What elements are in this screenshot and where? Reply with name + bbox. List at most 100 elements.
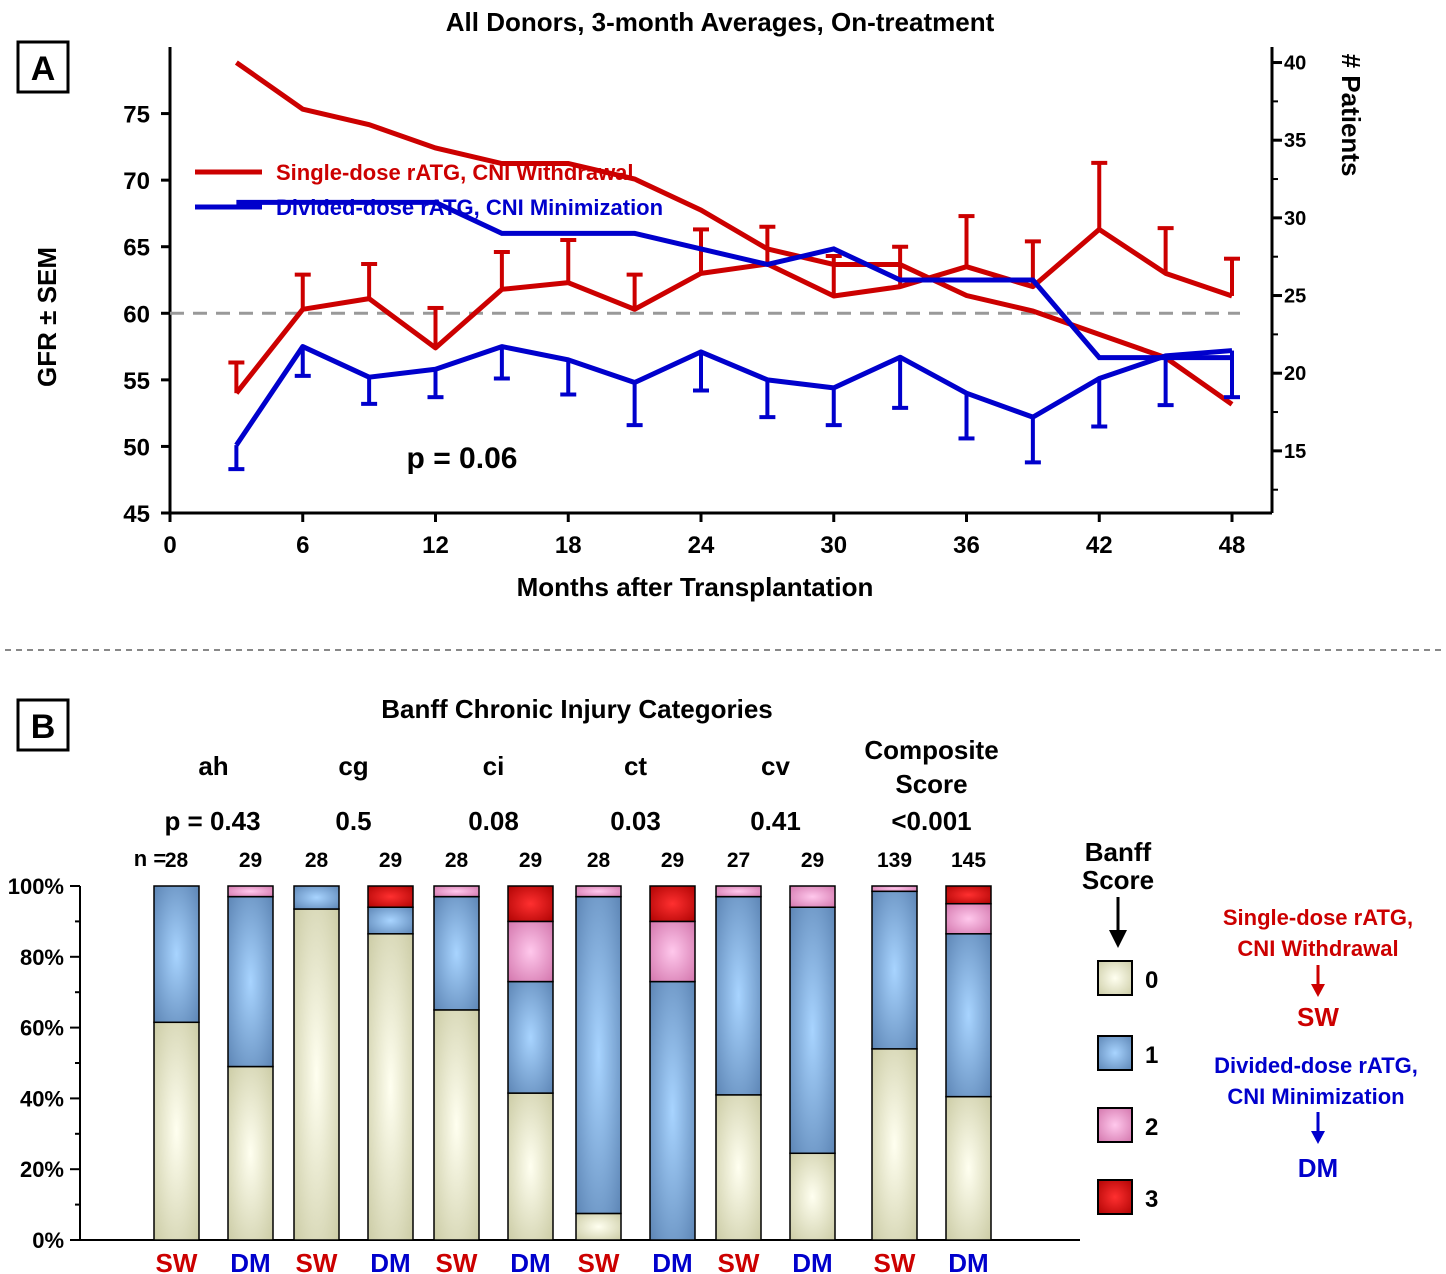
n-value: 28: [587, 849, 611, 872]
y-tick-label: 40%: [20, 1086, 64, 1111]
category-label: ct: [624, 751, 647, 781]
legend-swatch-score-1: [1097, 1035, 1133, 1071]
x-tick-label: 48: [1219, 532, 1246, 559]
n-value: 29: [239, 849, 262, 872]
y-tick-label: 75: [123, 102, 150, 129]
panel-b-plot: 0% 20% 40% 60% 80% 100% ah p = 0.43 28 SW 29 DM cg 0.…: [8, 735, 1080, 1274]
x-tick-label: 24: [688, 532, 715, 559]
bar-segment-score-2: [227, 885, 274, 898]
category-label: Composite: [864, 735, 998, 765]
key-dm-abbr: DM: [1298, 1153, 1338, 1183]
n-value: 29: [801, 849, 824, 872]
bar-segment-score-1: [153, 885, 200, 1024]
p-value-label: 0.08: [468, 806, 519, 836]
panel-a-y-axis-label: GFR ± SEM: [32, 247, 62, 387]
category-label: cg: [338, 751, 368, 781]
bar-segment-score-1: [789, 906, 836, 1155]
bar-segment-score-2: [433, 885, 480, 898]
legend-swatch-score-0: [1097, 960, 1133, 996]
bar-segment-score-0: [945, 1095, 992, 1241]
bar-segment-score-3: [945, 885, 992, 905]
legend-label-score-3: 3: [1145, 1186, 1158, 1213]
bar-segment-score-2: [507, 920, 554, 983]
bar-segment-score-2: [789, 885, 836, 908]
panel-a-x-axis-label: Months after Transplantation: [517, 572, 874, 602]
y-tick-label: 80%: [20, 945, 64, 970]
bar-segment-score-3: [507, 885, 554, 923]
bar-segment-score-1: [871, 890, 918, 1050]
panel-a-label: A: [31, 50, 56, 88]
bar-segment-score-2: [945, 902, 992, 935]
arrow-down-icon: [1109, 897, 1127, 948]
bar-segment-score-2: [575, 885, 622, 898]
bar-segment-score-1: [715, 895, 762, 1096]
legend-label-dm: Divided-dose rATG, CNI Minimization: [276, 195, 663, 220]
n-value: 28: [165, 849, 189, 872]
p-value-label: p = 0.43: [164, 806, 260, 836]
key-sw-text-2: CNI Withdrawal: [1237, 936, 1398, 961]
bar-segment-score-1: [367, 906, 414, 935]
x-tick-label: 36: [953, 532, 980, 559]
panel-b-title: Banff Chronic Injury Categories: [381, 694, 773, 724]
y-tick-label: 45: [123, 501, 150, 528]
x-tick-label: 18: [555, 532, 582, 559]
n-value: 139: [877, 849, 912, 872]
bar-label-dm: DM: [792, 1248, 832, 1274]
banff-score-legend: 0 1 2 3: [1097, 960, 1158, 1215]
p-value-label: 0.41: [750, 806, 801, 836]
panel-b-label: B: [31, 708, 56, 746]
p-value-label: <0.001: [891, 806, 971, 836]
bar-label-dm: DM: [652, 1248, 692, 1274]
panel-b-label-box: [16, 698, 70, 752]
x-tick-label: 12: [422, 532, 449, 559]
bar-segment-score-1: [227, 895, 274, 1068]
category-label-line2: Score: [895, 769, 967, 799]
p-value-label: 0.03: [610, 806, 661, 836]
y2-tick-label: 25: [1284, 286, 1306, 308]
key-dm-text-1: Divided-dose rATG,: [1214, 1053, 1418, 1078]
bar-segment-score-1: [293, 885, 340, 910]
n-value: 28: [445, 849, 469, 872]
bar-segment-score-2: [649, 920, 696, 983]
bar-segment-score-0: [153, 1021, 200, 1241]
n-value: 145: [951, 849, 986, 872]
legend-swatch-score-2: [1097, 1107, 1133, 1143]
n-value: 29: [379, 849, 402, 872]
n-label: n =: [134, 846, 166, 871]
patients-line-sw: [234, 60, 1234, 407]
y2-tick-label: 20: [1284, 363, 1306, 385]
y-tick-label: 100%: [8, 874, 64, 899]
y-tick-label: 60%: [20, 1016, 64, 1041]
bar-label-dm: DM: [948, 1248, 988, 1274]
category-label: ah: [198, 751, 228, 781]
panel-a-label-box: [16, 40, 70, 94]
bar-segment-score-0: [507, 1092, 554, 1241]
n-value: 29: [519, 849, 542, 872]
key-sw-text-1: Single-dose rATG,: [1223, 905, 1413, 930]
legend-title-banff: Banff: [1085, 837, 1152, 867]
bar-label-sw: SW: [718, 1248, 760, 1274]
x-tick-label: 0: [163, 532, 176, 559]
bar-segment-score-1: [945, 933, 992, 1098]
legend-title-score: Score: [1082, 865, 1154, 895]
bar-label-dm: DM: [370, 1248, 410, 1274]
bar-label-dm: DM: [230, 1248, 270, 1274]
bar-segment-score-1: [649, 980, 696, 1241]
n-value: 27: [727, 849, 750, 872]
bar-label-sw: SW: [874, 1248, 916, 1274]
bar-segment-score-1: [507, 980, 554, 1094]
panel-a-plot: 45 50 55 60 65 70 75 0 6 12 18 24 30 36 42 48 15 20 25 30 35…: [123, 47, 1306, 559]
legend-swatch-score-3: [1097, 1179, 1133, 1215]
bar-segment-score-0: [293, 908, 340, 1241]
panel-a-y2-axis-label: # Patients: [1336, 54, 1366, 177]
y-tick-label: 20%: [20, 1157, 64, 1182]
bar-segment-score-0: [715, 1094, 762, 1241]
bar-label-sw: SW: [578, 1248, 620, 1274]
key-dm-text-2: CNI Minimization: [1227, 1084, 1404, 1109]
bar-label-dm: DM: [510, 1248, 550, 1274]
bar-segment-score-2: [715, 885, 762, 898]
arrow-down-blue-icon: [1311, 1112, 1325, 1144]
n-value: 28: [305, 849, 329, 872]
bar-segment-score-1: [575, 895, 622, 1215]
x-tick-label: 30: [820, 532, 847, 559]
